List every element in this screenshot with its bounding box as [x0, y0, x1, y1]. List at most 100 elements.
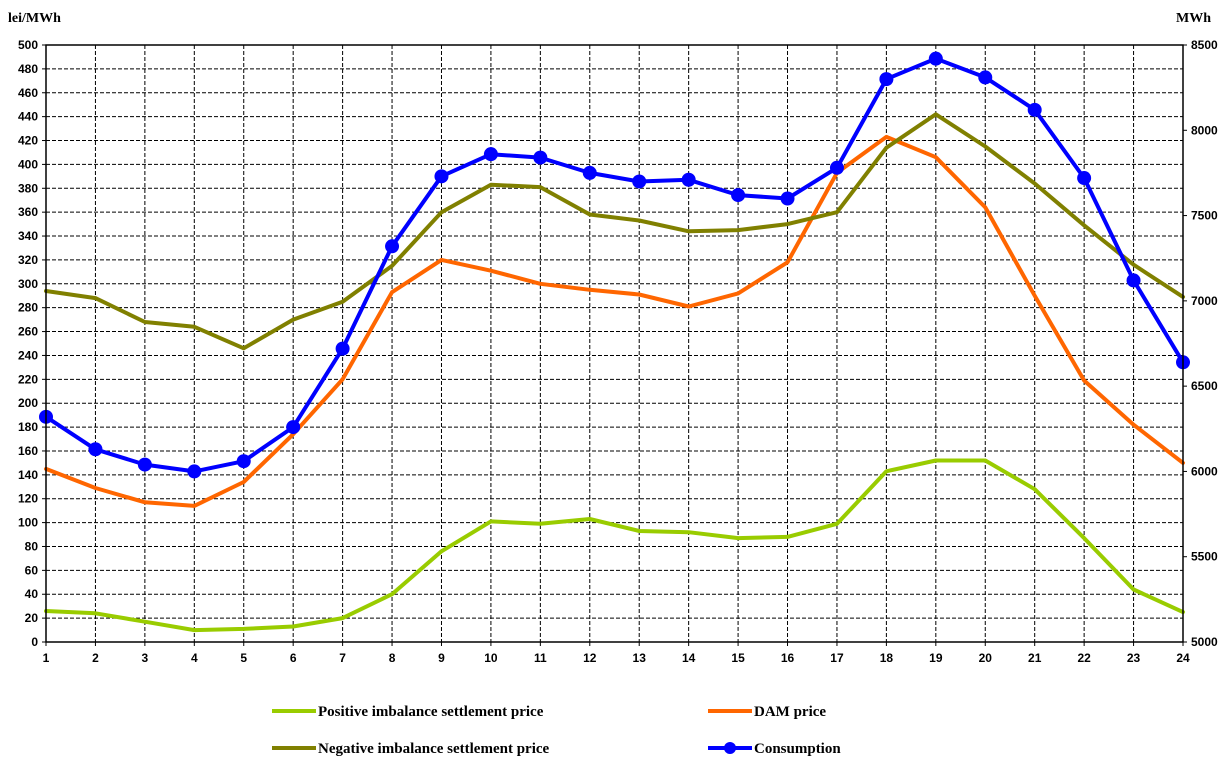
consumption-point	[434, 169, 449, 184]
consumption-point	[236, 454, 251, 469]
x-tick-label: 15	[731, 651, 745, 665]
right-tick-label: 6000	[1191, 464, 1218, 478]
x-tick-label: 14	[682, 651, 696, 665]
x-tick-label: 7	[339, 651, 346, 665]
left-tick-label: 140	[18, 468, 38, 482]
left-tick-label: 200	[18, 396, 38, 410]
dam-price-line	[44, 134, 1185, 508]
left-tick-label: 380	[18, 181, 38, 195]
x-tick-label: 3	[142, 651, 149, 665]
x-tick-label: 20	[979, 651, 993, 665]
consumption-point	[731, 188, 746, 203]
right-tick-label: 8500	[1191, 38, 1218, 52]
left-tick-label: 420	[18, 134, 38, 148]
right-tick-label: 7500	[1191, 209, 1218, 223]
consumption-point	[187, 464, 202, 479]
left-tick-label: 100	[18, 516, 38, 530]
left-tick-label: 500	[18, 38, 38, 52]
consumption-point	[88, 442, 103, 457]
right-tick-label: 5500	[1191, 550, 1218, 564]
plot-border	[45, 44, 1184, 643]
x-tick-label: 10	[484, 651, 498, 665]
left-tick-label: 0	[31, 635, 38, 649]
consumption-point	[533, 150, 548, 165]
consumption-point	[1126, 273, 1141, 288]
legend-label-negative-imbalance-settlement-price: Negative imbalance settlement price	[318, 741, 550, 757]
negative-imbalance-settlement-price-line	[44, 112, 1185, 351]
left-tick-label: 40	[25, 587, 39, 601]
consumption-point	[335, 341, 350, 356]
right-tick-label: 7000	[1191, 294, 1218, 308]
left-tick-label: 360	[18, 205, 38, 219]
consumption-point	[681, 172, 696, 187]
legend-label-positive-imbalance-settlement-price: Positive imbalance settlement price	[318, 704, 544, 720]
x-tick-label: 13	[633, 651, 647, 665]
left-tick-label: 280	[18, 301, 38, 315]
left-tick-label: 440	[18, 110, 38, 124]
left-tick-label: 260	[18, 325, 38, 339]
left-tick-label: 400	[18, 157, 38, 171]
left-tick-label: 80	[25, 539, 39, 553]
consumption-point	[829, 160, 844, 175]
consumption-line	[44, 56, 1185, 474]
positive-imbalance-settlement-price-line	[44, 458, 1185, 633]
consumption-point	[385, 239, 400, 254]
consumption-point	[582, 165, 597, 180]
left-tick-label: 480	[18, 62, 38, 76]
consumption-point	[928, 51, 943, 66]
left-tick-label: 320	[18, 253, 38, 267]
right-tick-label: 6500	[1191, 379, 1218, 393]
left-tick-label: 180	[18, 420, 38, 434]
x-tick-label: 5	[240, 651, 247, 665]
left-tick-label: 60	[25, 563, 39, 577]
x-tick-label: 12	[583, 651, 597, 665]
x-tick-label: 17	[830, 651, 844, 665]
left-axis-unit: lei/MWh	[8, 11, 61, 26]
legend: Positive imbalance settlement price DAM p…	[272, 704, 841, 757]
right-tick-label: 8000	[1191, 123, 1218, 137]
x-tick-label: 22	[1077, 651, 1091, 665]
consumption-point	[286, 420, 301, 435]
x-tick-label: 21	[1028, 651, 1042, 665]
consumption-point	[1027, 102, 1042, 117]
left-tick-label: 120	[18, 492, 38, 506]
legend-marker-consumption	[724, 742, 736, 754]
x-tick-label: 24	[1176, 651, 1190, 665]
x-tick-label: 6	[290, 651, 297, 665]
grid	[46, 45, 1183, 642]
x-tick-label: 19	[929, 651, 943, 665]
left-tick-label: 20	[25, 611, 39, 625]
consumption-point	[137, 457, 152, 472]
legend-label-dam-price: DAM price	[754, 704, 826, 720]
right-axis-ticks: 5000 5500 6000 6500 7000 7500 8000 8500	[1183, 38, 1218, 649]
x-tick-label: 23	[1127, 651, 1141, 665]
x-tick-label: 11	[534, 651, 547, 665]
right-tick-label: 5000	[1191, 635, 1218, 649]
consumption-point	[780, 191, 795, 206]
x-axis-ticks: 1 2 3 4 5 6 7 8 9 10 11 12 13 14 15 16 17 18 19 20 21 22 23 24	[43, 642, 1190, 665]
consumption-point	[1077, 171, 1092, 186]
left-tick-label: 340	[18, 229, 38, 243]
right-axis-unit: MWh	[1176, 11, 1211, 26]
x-tick-label: 1	[43, 651, 50, 665]
left-tick-label: 460	[18, 86, 38, 100]
left-tick-label: 160	[18, 444, 38, 458]
x-tick-label: 9	[438, 651, 445, 665]
left-tick-label: 220	[18, 372, 38, 386]
left-tick-label: 240	[18, 348, 38, 362]
x-tick-label: 16	[781, 651, 795, 665]
plot-frame	[45, 44, 1184, 643]
x-tick-label: 2	[92, 651, 99, 665]
consumption-point	[879, 72, 894, 87]
left-tick-label: 300	[18, 277, 38, 291]
consumption-point	[632, 174, 647, 189]
left-axis-ticks: 0 20 40 60 80 100 120 140 160 180 200 220 240 260 280 3…	[18, 38, 46, 649]
consumption-point	[483, 147, 498, 162]
x-tick-label: 18	[880, 651, 894, 665]
x-tick-label: 4	[191, 651, 198, 665]
series-group	[39, 51, 1190, 633]
legend-label-consumption: Consumption	[754, 741, 841, 757]
x-tick-label: 8	[389, 651, 396, 665]
consumption-point	[978, 70, 993, 85]
